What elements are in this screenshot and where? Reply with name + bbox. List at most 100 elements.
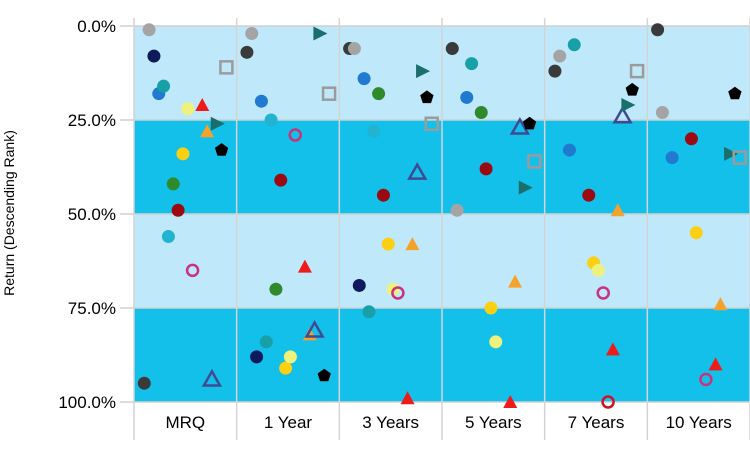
data-point-circle [376, 188, 390, 202]
data-point-circle [367, 124, 381, 138]
y-tick-label: 25.0% [68, 111, 116, 130]
data-point-ring [288, 128, 302, 142]
data-point-circle [161, 230, 175, 244]
data-point-circle [548, 64, 562, 78]
x-category-label: MRQ [165, 413, 205, 432]
data-point-circle [357, 72, 371, 86]
data-point-ring [601, 395, 615, 409]
data-point-circle [381, 237, 395, 251]
data-point-circle [591, 263, 605, 277]
data-point-circle [465, 57, 479, 71]
data-point-circle [181, 102, 195, 116]
data-point-circle [245, 27, 259, 41]
data-point-triangle-open [509, 117, 531, 135]
data-point-circle [264, 113, 278, 127]
data-point-triangle-right [210, 116, 225, 131]
y-tick-label: 100.0% [58, 393, 116, 412]
data-point-circle [347, 42, 361, 56]
data-point-triangle-right [621, 97, 636, 112]
data-point-triangle-right [724, 146, 739, 161]
data-point-circle [147, 49, 161, 63]
data-point-triangle-open [612, 105, 633, 124]
data-point-circle [259, 335, 273, 349]
data-point-triangle [297, 259, 312, 273]
data-point-circle [665, 151, 679, 165]
x-category-label: 1 Year [264, 413, 313, 432]
x-axis: MRQ 1 Year 3 Years 5 Years 7 Years 10 Years [165, 413, 731, 432]
data-point-triangle-right [416, 64, 431, 79]
data-point-circle [651, 23, 665, 37]
data-point-triangle [503, 395, 518, 408]
data-point-triangle-open [201, 368, 223, 387]
data-point-circle [655, 105, 669, 119]
data-point-circle [562, 143, 576, 157]
data-point-triangle [610, 203, 625, 217]
data-point-ring [596, 286, 610, 300]
data-point-circle [171, 203, 185, 217]
data-point-pentagon [522, 116, 537, 130]
data-point-circle [176, 147, 190, 161]
x-category-label: 7 Years [568, 413, 625, 432]
data-point-circle [269, 282, 283, 296]
data-point-square-open [321, 86, 337, 101]
data-point-triangle [605, 342, 620, 356]
data-point-circle [689, 226, 703, 240]
data-point-triangle [708, 357, 723, 371]
data-point-circle [352, 278, 366, 292]
x-category-label: 3 Years [362, 413, 419, 432]
data-point-circle [142, 23, 156, 37]
data-point-triangle [405, 237, 420, 251]
data-point-ring [391, 286, 405, 300]
data-point-square-open [424, 116, 439, 132]
data-point-pentagon [728, 86, 742, 100]
data-point-square-open [219, 60, 234, 75]
data-point-circle [372, 87, 386, 101]
data-point-circle [567, 38, 581, 52]
data-point-circle [489, 335, 503, 349]
data-point-pentagon [420, 90, 434, 104]
data-point-triangle-right [518, 180, 533, 195]
data-point-circle [484, 301, 498, 315]
data-point-circle [450, 203, 464, 217]
data-point-circle [474, 105, 488, 119]
data-point-circle [582, 188, 596, 202]
data-point-square-open [629, 63, 645, 79]
data-point-triangle [195, 97, 210, 111]
data-point-circle [250, 350, 264, 364]
x-category-label: 10 Years [666, 413, 732, 432]
data-point-triangle [713, 297, 728, 311]
y-axis: 0.0% 25.0% 50.0% 75.0% 100.0% [58, 17, 116, 412]
data-point-square-open [527, 154, 542, 169]
data-point-circle [553, 49, 567, 63]
data-point-square-open [732, 150, 747, 165]
data-point-circle [166, 177, 180, 191]
y-tick-label: 75.0% [68, 299, 116, 318]
data-point-ring [699, 372, 713, 387]
data-point-triangle-right [313, 26, 328, 41]
y-axis-label: Return (Descending Rank) [1, 130, 17, 296]
data-point-circle [362, 305, 376, 319]
data-point-circle [445, 42, 459, 56]
data-point-circle [279, 361, 293, 375]
data-point-ring [185, 263, 200, 278]
data-point-pentagon [214, 143, 229, 156]
data-point-triangle [400, 391, 415, 405]
data-point-pentagon [625, 82, 639, 96]
data-point-triangle [508, 274, 523, 288]
data-point-circle [684, 132, 698, 146]
x-category-label: 5 Years [465, 413, 522, 432]
data-point-triangle-open [304, 320, 325, 338]
data-point-circle [479, 162, 493, 176]
data-point-pentagon [317, 368, 331, 382]
data-point-triangle [200, 124, 215, 138]
data-points [137, 23, 747, 409]
data-point-circle [240, 45, 254, 59]
data-point-circle [460, 90, 474, 104]
data-point-circle [137, 376, 151, 390]
data-point-circle [274, 173, 288, 187]
y-tick-label: 0.0% [77, 17, 116, 36]
data-point-circle [283, 350, 297, 364]
data-point-triangle-open [407, 162, 428, 180]
